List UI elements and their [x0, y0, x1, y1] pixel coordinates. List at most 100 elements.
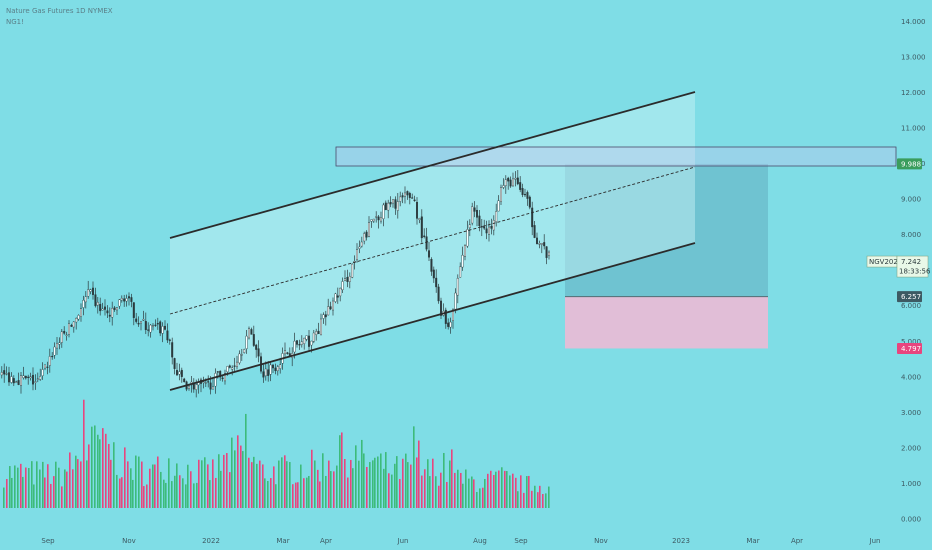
- volume-bar: [127, 461, 129, 508]
- channel-midline[interactable]: [169, 166, 696, 315]
- candle-body: [428, 250, 431, 258]
- volume-bar: [548, 486, 550, 508]
- volume-bar: [97, 434, 99, 508]
- candle-body: [149, 324, 152, 333]
- volume-bar: [526, 476, 528, 508]
- candle-body: [461, 254, 464, 268]
- volume-bar: [303, 478, 305, 508]
- candle-body: [284, 350, 287, 355]
- candle-body: [480, 225, 483, 228]
- volume-bar: [413, 426, 415, 508]
- candle-body: [252, 334, 255, 346]
- volume-bar: [6, 479, 8, 508]
- candle-body: [223, 373, 226, 382]
- volume-bar: [281, 457, 283, 508]
- x-tick-label: Jun: [869, 537, 881, 545]
- volume-bar: [207, 464, 209, 508]
- volume-bar: [152, 464, 154, 508]
- candle-body: [84, 296, 87, 303]
- volume-bar: [542, 494, 544, 508]
- volume-bar: [438, 485, 440, 508]
- volume-bar: [94, 425, 96, 508]
- volume-bar: [11, 477, 13, 508]
- volume-bar: [394, 463, 396, 508]
- volume-bar: [358, 460, 360, 508]
- volume-bar: [20, 463, 22, 508]
- volume-bar: [267, 481, 269, 508]
- candle-body: [228, 365, 231, 368]
- candle-body: [449, 321, 452, 328]
- candle-body: [495, 211, 498, 222]
- candle-body: [132, 302, 135, 318]
- volume-bar: [132, 479, 134, 508]
- candle-body: [0, 372, 3, 376]
- candle-body: [137, 322, 140, 325]
- candle-body: [500, 187, 503, 202]
- volume-bar: [105, 433, 107, 508]
- candle-body: [425, 236, 428, 250]
- y-tick-label: 2.000: [901, 444, 921, 452]
- candle-body: [79, 308, 82, 317]
- volume-bar: [306, 477, 308, 508]
- volume-bar: [229, 472, 231, 508]
- candle-body: [408, 192, 411, 198]
- candle-body: [5, 373, 8, 375]
- volume-bar: [435, 476, 437, 508]
- candle-body: [521, 188, 524, 195]
- candle-body: [464, 245, 467, 257]
- candle-body: [161, 326, 164, 334]
- candle-body: [243, 349, 246, 353]
- volume-bar: [108, 443, 110, 508]
- volume-bar: [86, 460, 88, 508]
- candle-body: [336, 295, 339, 298]
- candle-body: [250, 329, 253, 335]
- volume-bar: [190, 471, 192, 508]
- resistance-box[interactable]: [335, 146, 897, 167]
- volume-bar: [42, 461, 44, 508]
- candlesticks: [0, 170, 551, 398]
- candle-body: [89, 289, 92, 292]
- stop-zone: [565, 296, 768, 349]
- x-tick-label: Aug: [473, 537, 487, 545]
- candle-body: [46, 366, 49, 368]
- candle-body: [380, 217, 383, 222]
- volume-bar: [328, 460, 330, 508]
- volume-bar: [460, 472, 462, 508]
- candle-body: [519, 182, 522, 190]
- candle-body: [310, 340, 313, 346]
- candle-body: [540, 243, 543, 245]
- candle-body: [103, 306, 106, 310]
- candle-body: [195, 384, 198, 390]
- candle-body: [135, 318, 138, 322]
- candle-body: [392, 199, 395, 204]
- candle-body: [99, 303, 102, 312]
- x-tick-label: 2023: [672, 537, 690, 545]
- volume-bar: [344, 459, 346, 508]
- candle-body: [147, 329, 150, 331]
- x-tick-label: Apr: [791, 537, 803, 545]
- candle-body: [48, 356, 51, 366]
- candle-body: [324, 314, 327, 318]
- volume-bar: [311, 449, 313, 508]
- channel-lower-line[interactable]: [169, 242, 696, 391]
- volume-bar: [322, 453, 324, 508]
- candle-body: [279, 364, 282, 369]
- volume-bar: [28, 468, 30, 508]
- candle-body: [29, 376, 32, 379]
- candle-body: [173, 358, 176, 369]
- chart-title: Nature Gas Futures 1D NYMEX: [6, 7, 113, 15]
- price-tag-bg: [897, 158, 922, 170]
- candle-body: [39, 376, 42, 380]
- candle-body: [12, 378, 15, 384]
- candle-body: [24, 375, 27, 379]
- channel-drawings[interactable]: [169, 91, 897, 391]
- channel-upper-line[interactable]: [169, 91, 696, 239]
- candle-body: [356, 249, 359, 260]
- candle-body: [32, 374, 35, 385]
- current-price-tag-bg: [896, 255, 929, 278]
- volume-bar: [341, 432, 343, 508]
- candle-body: [125, 298, 128, 302]
- volume-bar: [179, 475, 181, 508]
